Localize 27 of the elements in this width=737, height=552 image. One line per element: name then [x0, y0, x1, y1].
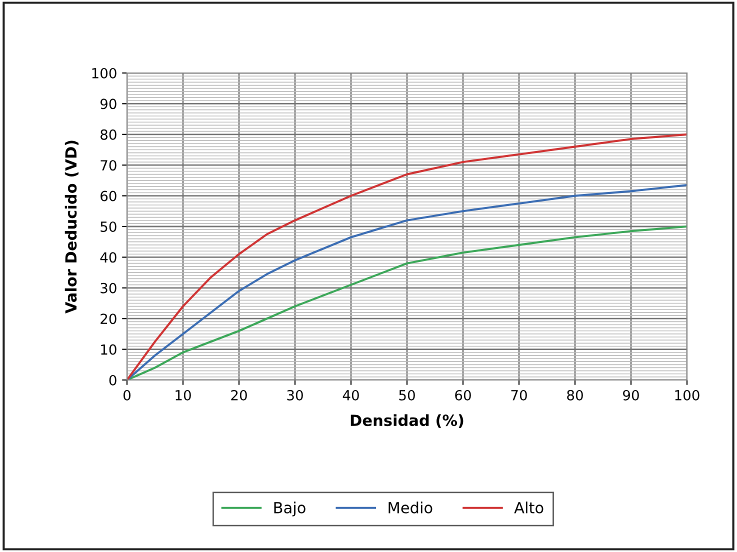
- x-tick-label: 50: [399, 390, 415, 400]
- x-tick-label: 0: [123, 390, 130, 400]
- x-tick-label: 20: [231, 390, 247, 400]
- x-tick-label: 70: [511, 390, 527, 400]
- x-tick-label: 30: [287, 390, 303, 400]
- y-tick-label: 50: [100, 221, 116, 232]
- y-tick-label: 30: [100, 282, 116, 294]
- legend-label: Bajo: [274, 502, 306, 516]
- y-tick-label: 60: [100, 190, 116, 202]
- legend-label: Medio: [388, 502, 432, 514]
- x-tick-label: 80: [567, 390, 583, 400]
- y-axis-title: Valor Deducido (VD): [64, 140, 78, 314]
- y-tick-label: 80: [100, 129, 116, 140]
- x-tick-label: 10: [176, 390, 191, 400]
- y-tick-label: 20: [100, 314, 116, 324]
- x-axis-title: Densidad (%): [350, 414, 464, 428]
- y-tick-label: 10: [101, 344, 116, 355]
- x-tick-label: 40: [342, 390, 359, 400]
- y-tick-label: 90: [100, 98, 116, 110]
- legend-label: Alto: [514, 502, 544, 514]
- y-tick-label: 70: [100, 160, 116, 171]
- x-tick-label: 90: [623, 390, 639, 400]
- x-tick-label: 100: [675, 390, 700, 400]
- y-tick-label: 0: [109, 374, 116, 386]
- x-tick-label: 60: [455, 390, 471, 400]
- y-tick-label: 100: [92, 68, 116, 78]
- y-tick-label: 40: [100, 252, 116, 263]
